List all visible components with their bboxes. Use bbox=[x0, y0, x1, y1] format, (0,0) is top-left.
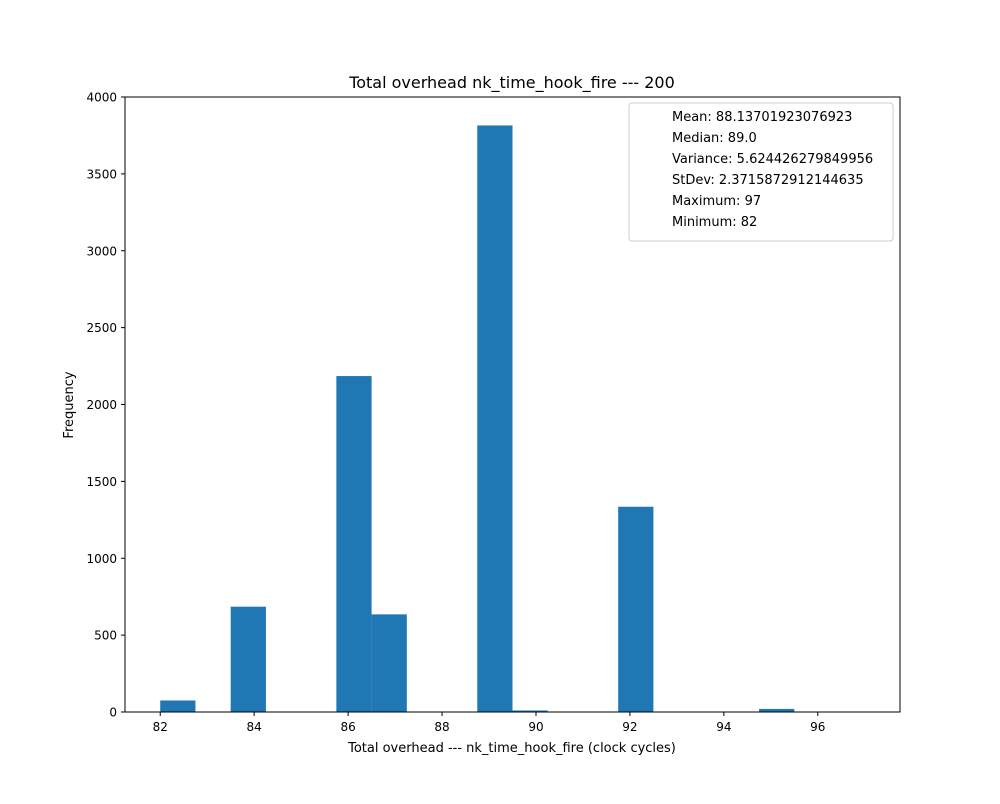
y-tick-label: 2500 bbox=[86, 321, 117, 335]
histogram-bar-2 bbox=[230, 606, 266, 712]
legend-entry-2: Variance: 5.624426279849956 bbox=[672, 152, 873, 167]
histogram-bar-17 bbox=[759, 708, 795, 712]
x-tick-label: 90 bbox=[528, 720, 543, 734]
x-tick-label: 86 bbox=[340, 720, 355, 734]
y-tick-label: 0 bbox=[109, 706, 117, 720]
histogram-bar-6 bbox=[371, 614, 407, 712]
legend-entry-4: Maximum: 97 bbox=[672, 194, 761, 209]
chart-title: Total overhead nk_time_hook_fire --- 200 bbox=[348, 73, 675, 93]
legend-box bbox=[628, 102, 894, 242]
legend-entry-3: StDev: 2.3715872912144635 bbox=[672, 173, 864, 188]
bars-group bbox=[160, 125, 795, 712]
y-tick-label: 3500 bbox=[86, 167, 117, 181]
x-axis-label: Total overhead --- nk_time_hook_fire (cl… bbox=[347, 741, 676, 756]
axes-group: 82 84 86 88 90 92 94 96 0 500 1000 1500 2000 2500 3000… bbox=[86, 91, 901, 734]
y-axis-label: Frequency bbox=[62, 371, 77, 438]
y-tick-label: 3000 bbox=[86, 244, 117, 258]
legend-entry-1: Median: 89.0 bbox=[672, 131, 757, 146]
x-tick-label: 82 bbox=[153, 720, 168, 734]
legend-entry-5: Minimum: 82 bbox=[672, 215, 757, 230]
histogram-bar-0 bbox=[160, 700, 196, 712]
x-tick-label: 94 bbox=[716, 720, 731, 734]
x-tick-label: 92 bbox=[622, 720, 637, 734]
legend-entry-0: Mean: 88.13701923076923 bbox=[672, 110, 852, 125]
x-tick-label: 84 bbox=[247, 720, 262, 734]
x-tick-label: 88 bbox=[434, 720, 449, 734]
y-tick-label: 1000 bbox=[86, 552, 117, 566]
legend: Mean: 88.13701923076923 Median: 89.0 Varia… bbox=[628, 102, 894, 242]
histogram-bar-5 bbox=[336, 376, 372, 712]
x-tick-label: 96 bbox=[810, 720, 825, 734]
y-tick-label: 500 bbox=[94, 629, 117, 643]
histogram-bar-10 bbox=[512, 710, 548, 712]
y-tick-label: 2000 bbox=[86, 398, 117, 412]
histogram-bar-9 bbox=[477, 125, 513, 712]
y-tick-label: 4000 bbox=[86, 91, 117, 105]
y-tick-label: 1500 bbox=[86, 475, 117, 489]
histogram-bar-13 bbox=[618, 506, 654, 712]
